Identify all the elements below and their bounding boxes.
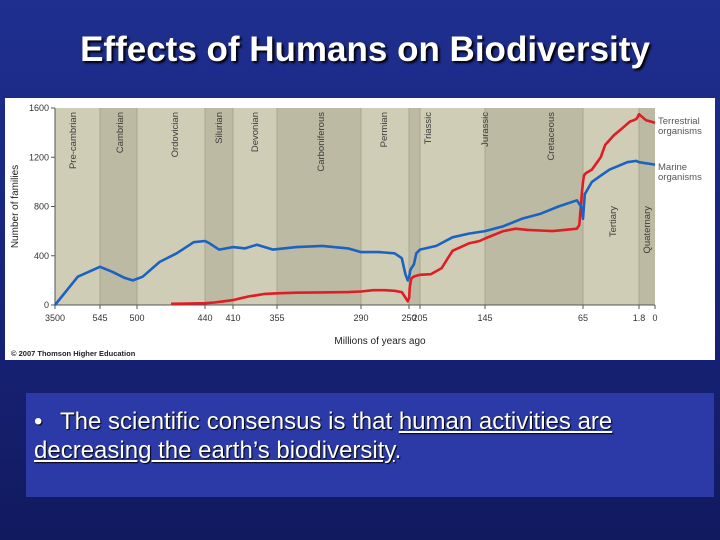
x-tick-label: 250 (401, 313, 416, 323)
x-tick-label: 0 (652, 313, 657, 323)
y-axis-label: Number of families (10, 165, 21, 248)
biodiversity-chart: 0 400 800 1200 1600 Number of families 3500 545… (10, 103, 702, 358)
period-label: Jurassic (480, 112, 491, 147)
x-tick-label: 3500 (45, 313, 65, 323)
x-tick-label: 500 (129, 313, 144, 323)
period-label: Quaternary (642, 206, 653, 254)
x-tick-label: 355 (269, 313, 284, 323)
x-tick-label: 410 (225, 313, 240, 323)
y-tick-label: 400 (34, 251, 49, 261)
slide-title: Effects of Humans on Biodiversity (80, 30, 650, 69)
copyright-note: © 2007 Thomson Higher Education (11, 349, 136, 358)
x-tick-label: 440 (197, 313, 212, 323)
legend-marine: Marine organisms (658, 162, 702, 183)
period-band (639, 108, 655, 305)
x-tick-label: 145 (477, 313, 492, 323)
period-label: Devonian (250, 112, 261, 152)
consensus-bullet: • The scientific consensus is that human … (34, 407, 704, 465)
period-label: Triassic (423, 112, 434, 145)
y-tick-label: 1200 (29, 152, 49, 162)
y-tick-label: 1600 (29, 103, 49, 113)
x-tick-label: 545 (92, 313, 107, 323)
period-label: Cambrian (115, 112, 126, 153)
x-tick-label: 290 (353, 313, 368, 323)
period-band (277, 108, 361, 305)
period-band (100, 108, 137, 305)
x-tick-label: 65 (578, 313, 588, 323)
bullet-text-underlined: human activities are decreasing the eart… (34, 408, 613, 464)
period-label: Silurian (214, 112, 225, 144)
period-label: Cretaceous (546, 112, 557, 161)
x-tick-label: 1.8 (633, 313, 646, 323)
period-band (409, 108, 420, 305)
period-label: Carboniferous (316, 112, 327, 172)
bullet-box: • The scientific consensus is that human … (26, 393, 714, 497)
x-tick-label: 205 (412, 313, 427, 323)
period-label: Ordovician (170, 112, 181, 157)
period-band (485, 108, 583, 305)
legend-terrestrial: Terrestrial organisms (658, 116, 702, 137)
terrestrial-series-line (170, 112, 656, 306)
period-label: Tertiary (608, 206, 619, 237)
period-label: Pre-cambrian (68, 112, 79, 169)
marine-series-line (53, 159, 656, 306)
period-band (205, 108, 233, 305)
bullet-text-lead: The scientific consensus is that (60, 408, 399, 435)
x-axis-label: Millions of years ago (334, 336, 426, 347)
biodiversity-chart-figure: 0 400 800 1200 1600 Number of families 3500 545… (5, 98, 715, 360)
y-tick-label: 800 (34, 202, 49, 212)
bullet-text-end: . (394, 437, 402, 464)
period-label: Permian (379, 112, 390, 147)
y-tick-label: 0 (44, 300, 49, 310)
bullet-dot: • (34, 408, 43, 435)
